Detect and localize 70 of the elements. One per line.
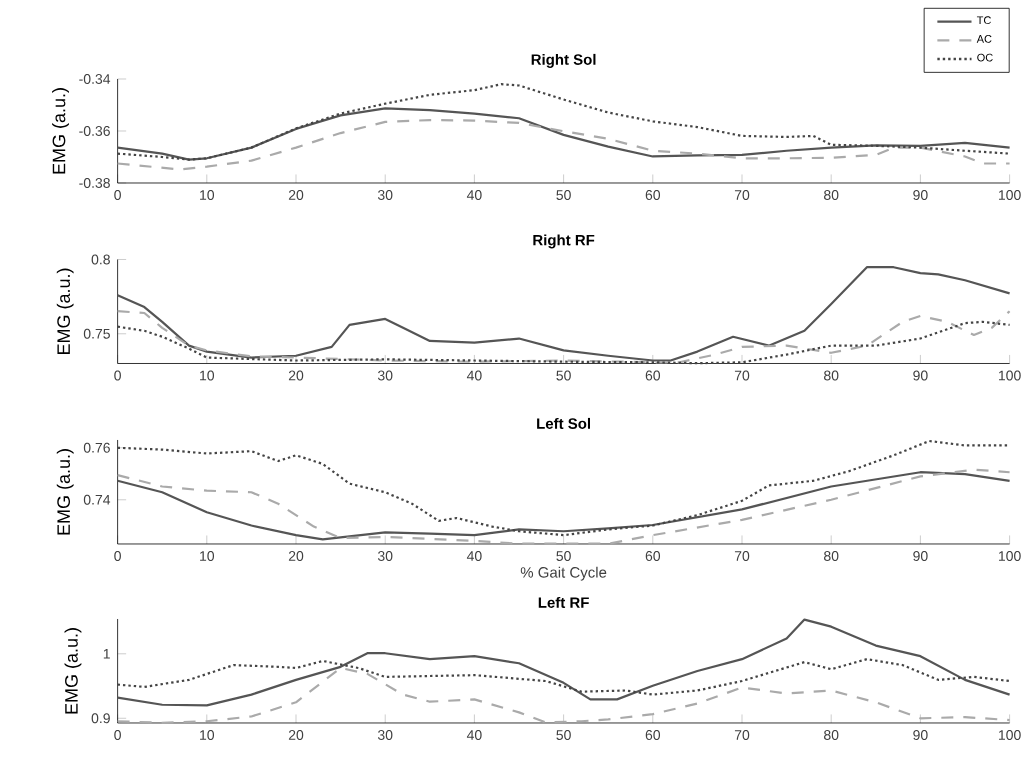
x-tick-label: 40 bbox=[466, 730, 482, 740]
x-tick-label: 30 bbox=[377, 190, 393, 200]
x-tick-label: 100 bbox=[998, 551, 1021, 561]
x-tick-label: 100 bbox=[998, 730, 1021, 740]
y-tick-label: -0.38 bbox=[79, 178, 110, 188]
y-tick-label: 1 bbox=[103, 648, 110, 659]
legend-label: AC bbox=[976, 34, 992, 43]
x-tick-label: 70 bbox=[734, 551, 750, 561]
y-tick-label: 0.75 bbox=[83, 328, 110, 339]
x-tick-label: 50 bbox=[556, 730, 571, 740]
x-tick-label: 80 bbox=[824, 190, 839, 200]
x-tick-label: 0 bbox=[114, 370, 121, 381]
x-tick-label: 10 bbox=[200, 551, 215, 561]
y-tick-label: 0.74 bbox=[83, 494, 111, 505]
chart-title: Left RF bbox=[538, 596, 589, 608]
x-tick-label: 90 bbox=[913, 730, 928, 740]
line-series bbox=[116, 118, 1011, 171]
y-axis-title: EMG (a.u.) bbox=[56, 449, 74, 535]
x-tick-label: 20 bbox=[288, 190, 304, 200]
x-tick-label: 70 bbox=[734, 370, 750, 381]
x-tick-label: 30 bbox=[377, 551, 393, 561]
legend-label: TC bbox=[976, 16, 991, 25]
x-tick-label: 70 bbox=[734, 730, 750, 740]
x-tick-label: 90 bbox=[913, 190, 928, 200]
x-tick-label: 20 bbox=[288, 551, 304, 561]
x-tick-label: 60 bbox=[645, 551, 661, 561]
x-tick-label: 10 bbox=[200, 190, 215, 200]
y-tick-label: 0.9 bbox=[91, 713, 110, 724]
x-tick-label: 20 bbox=[288, 730, 304, 740]
x-tick-label: 40 bbox=[466, 551, 482, 561]
line-series bbox=[116, 618, 1011, 707]
x-tick-label: 100 bbox=[998, 190, 1021, 200]
x-tick-label: 10 bbox=[200, 370, 215, 381]
x-tick-label: 70 bbox=[734, 190, 750, 200]
chart-title: Left Sol bbox=[537, 417, 591, 429]
y-axis-title: EMG (a.u.) bbox=[52, 88, 69, 174]
x-tick-label: 100 bbox=[998, 370, 1021, 381]
x-tick-label: 80 bbox=[824, 551, 839, 561]
x-tick-label: 10 bbox=[200, 730, 215, 740]
x-axis-title: % Gait Cycle bbox=[520, 566, 607, 581]
line-series bbox=[116, 658, 1011, 696]
y-tick-label: 0.76 bbox=[83, 442, 110, 453]
x-tick-label: 40 bbox=[466, 190, 482, 200]
x-tick-label: 60 bbox=[645, 370, 661, 381]
y-axis-title: EMG (a.u.) bbox=[64, 628, 82, 714]
x-tick-label: 90 bbox=[913, 551, 928, 561]
line-series bbox=[116, 83, 1011, 161]
x-tick-label: 90 bbox=[913, 370, 928, 381]
x-tick-label: 60 bbox=[645, 730, 661, 740]
legend-label: OC bbox=[977, 53, 993, 62]
x-tick-label: 80 bbox=[824, 730, 839, 740]
x-tick-label: 60 bbox=[645, 190, 661, 200]
y-tick-label: -0.36 bbox=[79, 126, 110, 136]
y-tick-label: -0.34 bbox=[79, 74, 111, 84]
x-tick-label: 50 bbox=[556, 370, 571, 381]
x-tick-label: 0 bbox=[114, 551, 121, 561]
y-axis-title: EMG (a.u.) bbox=[56, 268, 74, 355]
chart-title: Right Sol bbox=[531, 53, 596, 68]
x-tick-label: 80 bbox=[824, 370, 839, 381]
y-tick-label: 0.8 bbox=[91, 254, 110, 265]
x-tick-label: 30 bbox=[377, 370, 393, 381]
chart-title: Right RF bbox=[533, 234, 595, 249]
x-tick-label: 0 bbox=[114, 190, 121, 200]
x-tick-label: 40 bbox=[466, 370, 482, 381]
line-series bbox=[116, 107, 1011, 161]
x-tick-label: 50 bbox=[556, 190, 571, 200]
x-tick-label: 50 bbox=[556, 551, 571, 561]
x-tick-label: 30 bbox=[377, 730, 393, 740]
x-tick-label: 20 bbox=[288, 370, 304, 381]
x-tick-label: 0 bbox=[114, 730, 121, 740]
